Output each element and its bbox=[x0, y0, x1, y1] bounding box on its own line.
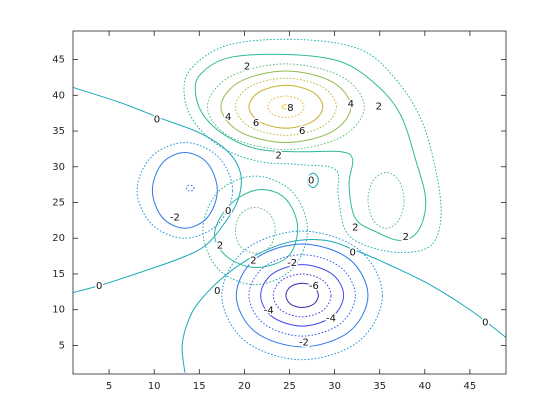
contour-label: 4 bbox=[348, 99, 354, 110]
contour-line bbox=[307, 172, 319, 188]
contour-line bbox=[214, 188, 299, 269]
contour-line bbox=[183, 38, 442, 254]
contour-label: 6 bbox=[253, 118, 259, 129]
contour-line bbox=[272, 273, 332, 318]
contour-label: 0 bbox=[482, 318, 488, 329]
contour-line bbox=[186, 184, 195, 192]
contour-line bbox=[267, 95, 305, 118]
contour-line bbox=[285, 282, 319, 309]
contour-line bbox=[248, 254, 356, 337]
contour-line bbox=[234, 207, 276, 254]
contour-label: 2 bbox=[376, 102, 382, 113]
contour-line bbox=[281, 104, 291, 110]
contour-line bbox=[260, 264, 345, 327]
x-tick-label: 10 bbox=[148, 381, 161, 392]
x-tick-label: 35 bbox=[373, 381, 386, 392]
contour-label: -6 bbox=[309, 281, 319, 292]
contour-layer: 2 4 6 8 6 4 2 0 2 0 -2 0 2 2 2 2 0 -2 0 0 -6 -4 -4 -2 0 bbox=[72, 38, 507, 373]
contour-line bbox=[235, 243, 369, 348]
y-tick-label: 20 bbox=[52, 233, 65, 244]
contour-line bbox=[367, 171, 405, 229]
contour-line bbox=[234, 77, 337, 136]
contour-label: -2 bbox=[287, 258, 297, 269]
contour-line bbox=[248, 84, 324, 129]
x-tick-label: 20 bbox=[238, 381, 251, 392]
contour-label: 2 bbox=[352, 223, 358, 234]
contour-line bbox=[151, 151, 218, 229]
y-tick-label: 35 bbox=[52, 126, 65, 137]
contour-label: 8 bbox=[287, 103, 293, 114]
contour-label: -4 bbox=[326, 313, 336, 324]
contour-label: 0 bbox=[308, 175, 314, 186]
contour-label: 4 bbox=[225, 112, 231, 123]
contour-label: 2 bbox=[217, 240, 223, 251]
x-tick-label: 30 bbox=[328, 381, 341, 392]
contour-line bbox=[181, 239, 507, 373]
contour-line bbox=[194, 53, 427, 241]
y-tick-label: 10 bbox=[52, 305, 65, 316]
contour-label: 0 bbox=[154, 115, 160, 126]
contour-label: 2 bbox=[250, 255, 256, 266]
y-tick-label: 5 bbox=[59, 340, 65, 351]
contour-label: 6 bbox=[299, 126, 305, 137]
y-tick-label: 40 bbox=[52, 90, 65, 101]
contour-line bbox=[136, 141, 234, 239]
x-tick-label: 25 bbox=[283, 381, 296, 392]
contour-label: 2 bbox=[244, 62, 250, 73]
contour-line bbox=[206, 63, 365, 151]
y-tick-label: 45 bbox=[52, 55, 65, 66]
contour-line bbox=[72, 86, 242, 294]
x-tick-label: 40 bbox=[418, 381, 431, 392]
contour-label: -2 bbox=[299, 338, 309, 349]
x-tick-label: 5 bbox=[106, 381, 112, 392]
contour-label: 0 bbox=[214, 286, 220, 297]
y-tick-label: 15 bbox=[52, 269, 65, 280]
plot-area bbox=[73, 31, 506, 374]
y-tick-label: 25 bbox=[52, 198, 65, 209]
contour-label: -4 bbox=[264, 305, 274, 316]
contour-line bbox=[202, 175, 309, 286]
contour-label: 2 bbox=[403, 232, 409, 243]
contour-line bbox=[221, 230, 383, 361]
contour-label: 0 bbox=[349, 248, 355, 259]
contour-line bbox=[220, 70, 352, 143]
contour-label: -2 bbox=[170, 213, 180, 224]
y-tick-label: 30 bbox=[52, 162, 65, 173]
contour-label: 0 bbox=[96, 281, 102, 292]
x-tick-label: 45 bbox=[464, 381, 477, 392]
contour-label: 0 bbox=[225, 206, 231, 217]
contour-label: 2 bbox=[275, 150, 281, 161]
x-tick-label: 15 bbox=[193, 381, 206, 392]
